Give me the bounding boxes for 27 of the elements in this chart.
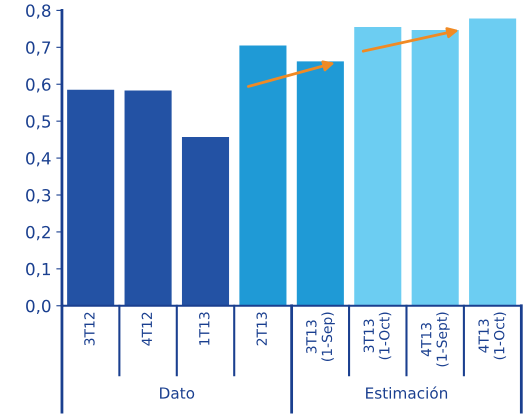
bar	[412, 30, 459, 306]
x-tick-label: 4T12	[142, 312, 152, 346]
y-tick-label: 0,3	[26, 188, 50, 204]
text: Dato	[160, 387, 194, 399]
y-tick-label: 0,0	[26, 300, 50, 314]
bar	[239, 45, 286, 306]
y-tick-label: 0,5	[26, 115, 50, 130]
text: Estimación	[366, 386, 448, 399]
y-tick-label: 0,8	[26, 4, 50, 19]
bar	[354, 27, 402, 306]
bar	[67, 90, 114, 306]
bar	[182, 137, 230, 306]
x-tick-label: 3T13 (1-Oct)	[364, 312, 392, 360]
bar	[469, 18, 516, 306]
x-tick-label: 3T12	[84, 312, 95, 346]
x-tick-label: 3T13 (1-Sep)	[306, 312, 335, 361]
y-tick-label: 0,6	[26, 78, 50, 93]
bar	[124, 90, 172, 306]
y-tick-label: 0,7	[26, 41, 50, 56]
x-tick-label: 1T13	[199, 312, 210, 345]
y-tick-label: 0,4	[26, 152, 51, 166]
x-tick-label: 4T13 (1-Oct)	[478, 312, 506, 360]
y-tick-label: 0,2	[26, 226, 50, 240]
x-tick-label: 2T13	[256, 312, 267, 346]
x-tick-label: 4T13 (1-Sept)	[420, 312, 450, 366]
bar	[296, 61, 344, 306]
y-tick-label: 0,1	[26, 262, 50, 278]
